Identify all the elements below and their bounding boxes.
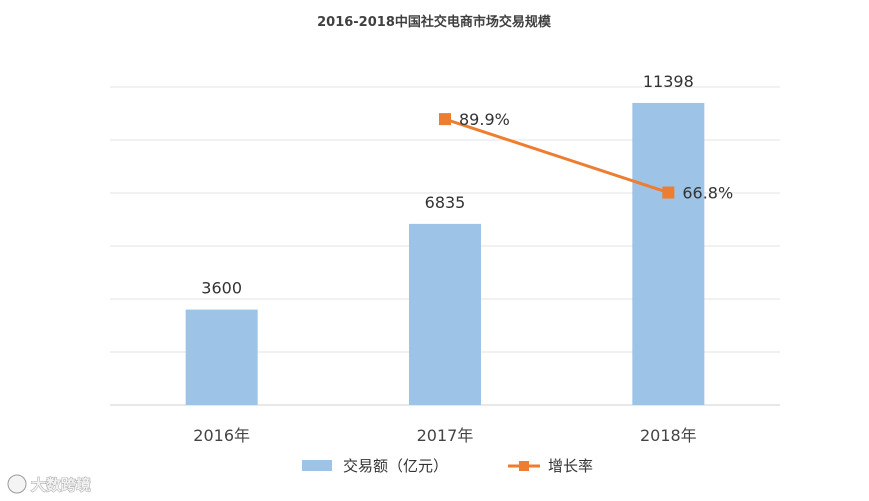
growth-line: [444, 117, 669, 195]
watermark-text: 大数跨境: [31, 476, 91, 494]
watermark: 大数跨境: [7, 474, 91, 494]
bar-series: [185, 102, 705, 405]
legend-bar-swatch: [302, 460, 332, 471]
legend: 交易额（亿元） 增长率: [302, 457, 593, 475]
bar: [632, 102, 705, 405]
bar-data-label: 3600: [201, 279, 242, 298]
data-labels: 3600 6835 11398 89.9% 66.8%: [201, 72, 733, 298]
chart-title: 2016-2018中国社交电商市场交易规模: [317, 14, 552, 30]
bar-data-label: 6835: [425, 193, 466, 212]
watermark-logo-icon: [7, 474, 27, 494]
x-tick-label: 2018年: [640, 426, 697, 445]
x-tick-label: 2017年: [417, 426, 474, 445]
bar-data-label: 11398: [643, 72, 694, 91]
growth-data-label: 66.8%: [682, 184, 733, 203]
x-axis-ticks: 2016年 2017年 2018年: [193, 426, 696, 445]
legend-bar-label: 交易额（亿元）: [343, 457, 448, 475]
legend-line-label: 增长率: [548, 457, 593, 475]
legend-line-marker: [519, 461, 529, 471]
growth-line-series: [439, 113, 675, 199]
growth-point: [662, 186, 675, 199]
bar: [409, 223, 481, 405]
growth-point: [439, 113, 451, 126]
growth-data-label: 89.9%: [459, 110, 510, 129]
x-tick-label: 2016年: [193, 426, 250, 445]
bar: [185, 309, 258, 405]
